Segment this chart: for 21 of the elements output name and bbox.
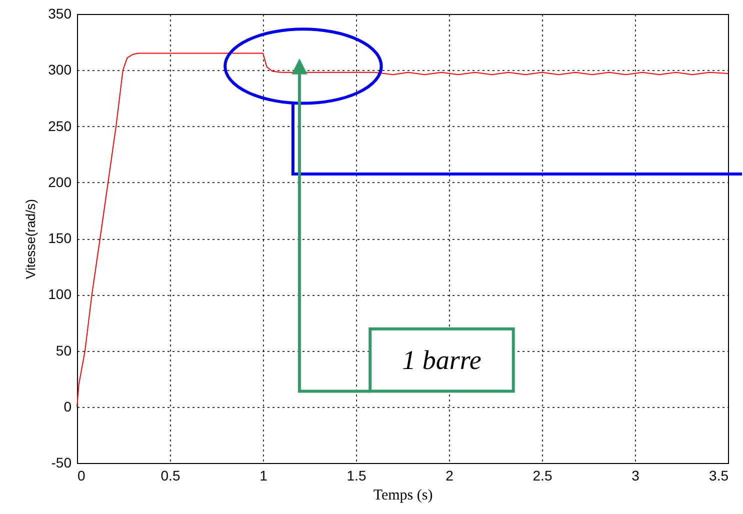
y-tick-label: 0 [64, 398, 72, 414]
y-tick-label: -50 [51, 454, 72, 470]
y-tick-label: 50 [56, 342, 72, 358]
y-tick-label: 300 [48, 62, 72, 78]
y-tick-label: 200 [48, 174, 72, 190]
x-tick-label: 1 [260, 468, 268, 484]
annotation: 1 barre [402, 345, 482, 376]
y-tick-label: 350 [48, 6, 72, 22]
x-tick-label: 1.5 [346, 468, 366, 484]
y-axis-title: Vitesse(rad/s) [23, 199, 38, 279]
y-tick-label: 100 [48, 286, 72, 302]
x-tick-label: 3 [632, 468, 640, 484]
y-tick-label: 250 [48, 118, 72, 134]
x-tick-label: 2 [446, 468, 454, 484]
x-tick-label: 2.5 [532, 468, 552, 484]
line-series [76, 52, 728, 408]
x-tick-label: 0.5 [160, 468, 180, 484]
y-tick-label: 150 [48, 230, 72, 246]
x-axis-title: Temps (s) [373, 488, 433, 504]
x-tick-label: 0 [78, 468, 86, 484]
x-tick-label: 3.5 [709, 468, 729, 484]
